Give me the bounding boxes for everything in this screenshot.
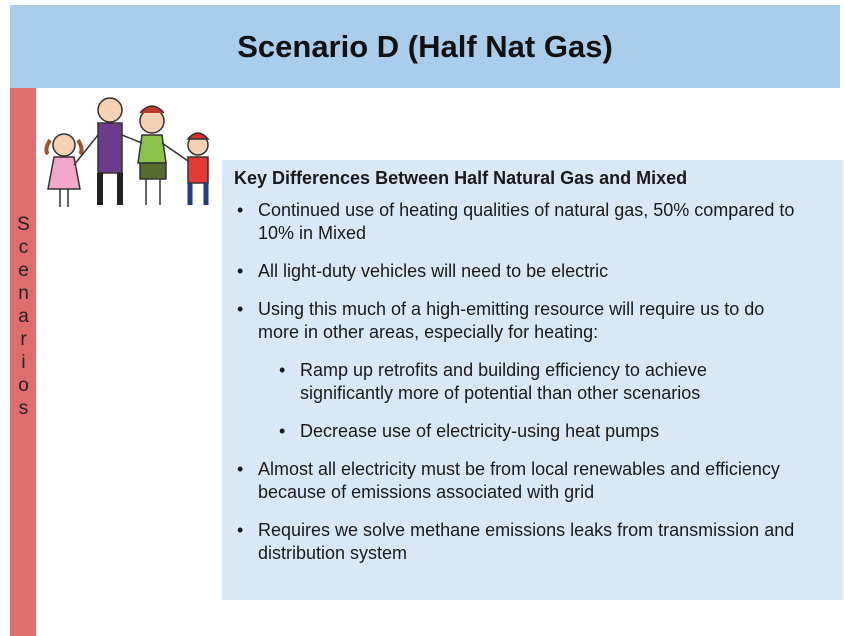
slide: Scenario D (Half Nat Gas) Scenarios Key … [0, 0, 844, 636]
sub-bullet: Ramp up retrofits and building efficienc… [276, 359, 803, 405]
bullet-text: Using this much of a high-emitting resou… [258, 299, 764, 342]
bullet: Continued use of heating qualities of na… [234, 199, 803, 245]
bullet: Almost all electricity must be from loca… [234, 458, 803, 504]
bullet-list: Continued use of heating qualities of na… [234, 199, 803, 565]
bullet: Using this much of a high-emitting resou… [234, 298, 803, 443]
bullet-text: Almost all electricity must be from loca… [258, 459, 780, 502]
bullet: All light-duty vehicles will need to be … [234, 260, 803, 283]
bullet-text: Continued use of heating qualities of na… [258, 200, 794, 243]
sub-bullet: Decrease use of electricity-using heat p… [276, 420, 803, 443]
title-bar: Scenario D (Half Nat Gas) [10, 5, 840, 88]
content-box: Key Differences Between Half Natural Gas… [222, 160, 843, 600]
bullet: Requires we solve methane emissions leak… [234, 519, 803, 565]
bullet-text: All light-duty vehicles will need to be … [258, 261, 608, 281]
family-illustration [36, 95, 221, 215]
content-heading: Key Differences Between Half Natural Gas… [234, 168, 803, 189]
sidebar-label: Scenarios [10, 214, 36, 421]
slide-title: Scenario D (Half Nat Gas) [237, 29, 613, 65]
sub-bullet-list: Ramp up retrofits and building efficienc… [258, 359, 803, 443]
bullet-text: Requires we solve methane emissions leak… [258, 520, 794, 563]
